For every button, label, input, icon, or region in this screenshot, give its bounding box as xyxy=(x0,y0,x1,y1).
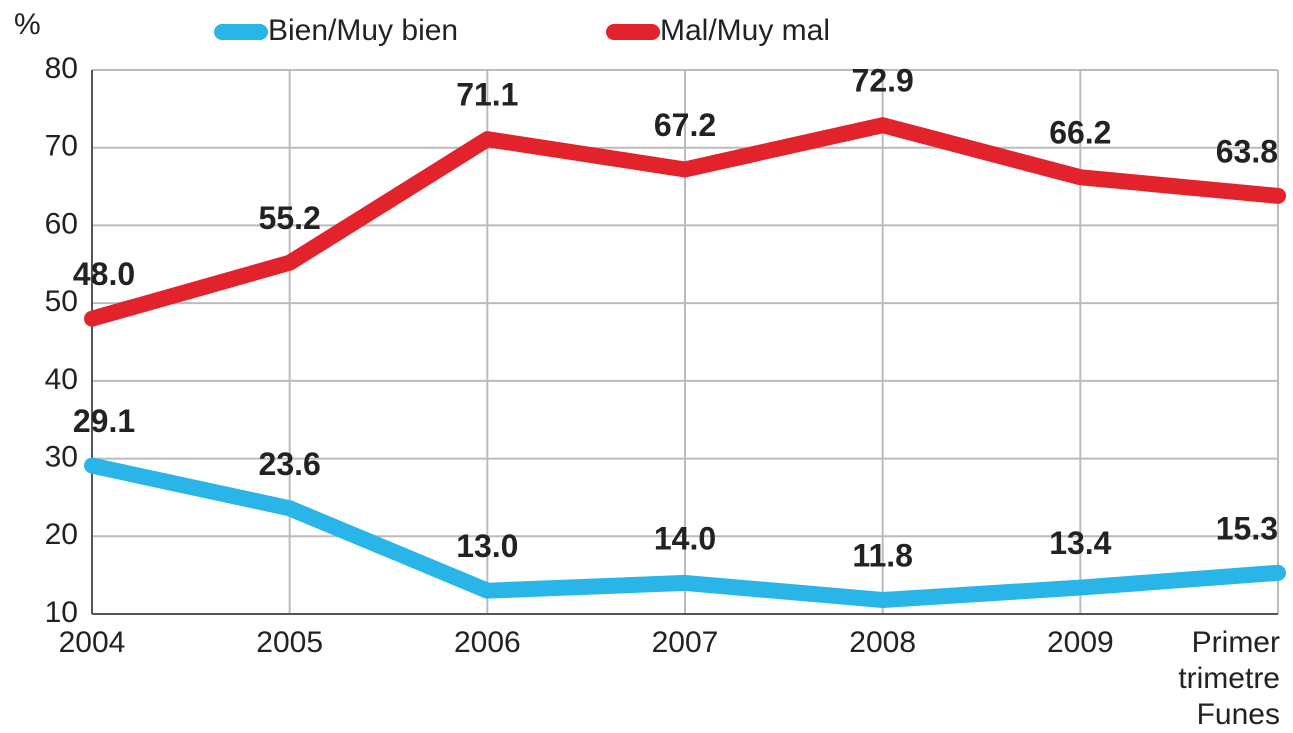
data-label: 66.2 xyxy=(1049,115,1111,151)
series-line xyxy=(84,457,1286,609)
data-label: 13.4 xyxy=(1049,525,1111,561)
x-tick-label: 2009 xyxy=(1047,626,1114,659)
data-label: 13.0 xyxy=(456,528,518,564)
x-tick-label-line: trimetre xyxy=(1178,662,1280,695)
x-tick-label: 2004 xyxy=(59,626,126,659)
x-tick-label: 2005 xyxy=(256,626,323,659)
x-tick-label: 2006 xyxy=(454,626,521,659)
data-label: 55.2 xyxy=(259,200,321,236)
series-line xyxy=(84,117,1286,327)
x-tick-label-line: Primer xyxy=(1192,626,1280,659)
data-label: 23.6 xyxy=(259,446,321,482)
y-tick-label: 20 xyxy=(45,518,78,551)
y-tick-label: 40 xyxy=(45,363,78,396)
y-tick-label: 80 xyxy=(45,52,78,85)
x-tick-label-line: Funes xyxy=(1197,698,1280,731)
y-tick-label: 10 xyxy=(45,596,78,629)
y-tick-label: 60 xyxy=(45,207,78,240)
data-label: 67.2 xyxy=(654,107,716,143)
x-tick-label: Primer trimetre Funes xyxy=(1178,626,1280,731)
legend-label: Bien/Muy bien xyxy=(268,14,458,47)
data-label: 15.3 xyxy=(1216,510,1278,546)
data-label: 11.8 xyxy=(852,537,913,573)
data-label: 63.8 xyxy=(1216,133,1278,169)
legend-label: Mal/Muy mal xyxy=(660,14,830,47)
data-label: 72.9 xyxy=(852,63,914,99)
data-label: 14.0 xyxy=(654,520,716,556)
data-label: 29.1 xyxy=(73,403,135,439)
y-axis-label: % xyxy=(14,8,41,41)
y-tick-label: 70 xyxy=(45,130,78,163)
data-label: 48.0 xyxy=(73,256,135,292)
y-tick-label: 30 xyxy=(45,440,78,473)
data-label: 71.1 xyxy=(456,77,518,113)
x-tick-label: 2007 xyxy=(652,626,719,659)
x-tick-label: 2008 xyxy=(849,626,916,659)
y-tick-label: 50 xyxy=(45,285,78,318)
